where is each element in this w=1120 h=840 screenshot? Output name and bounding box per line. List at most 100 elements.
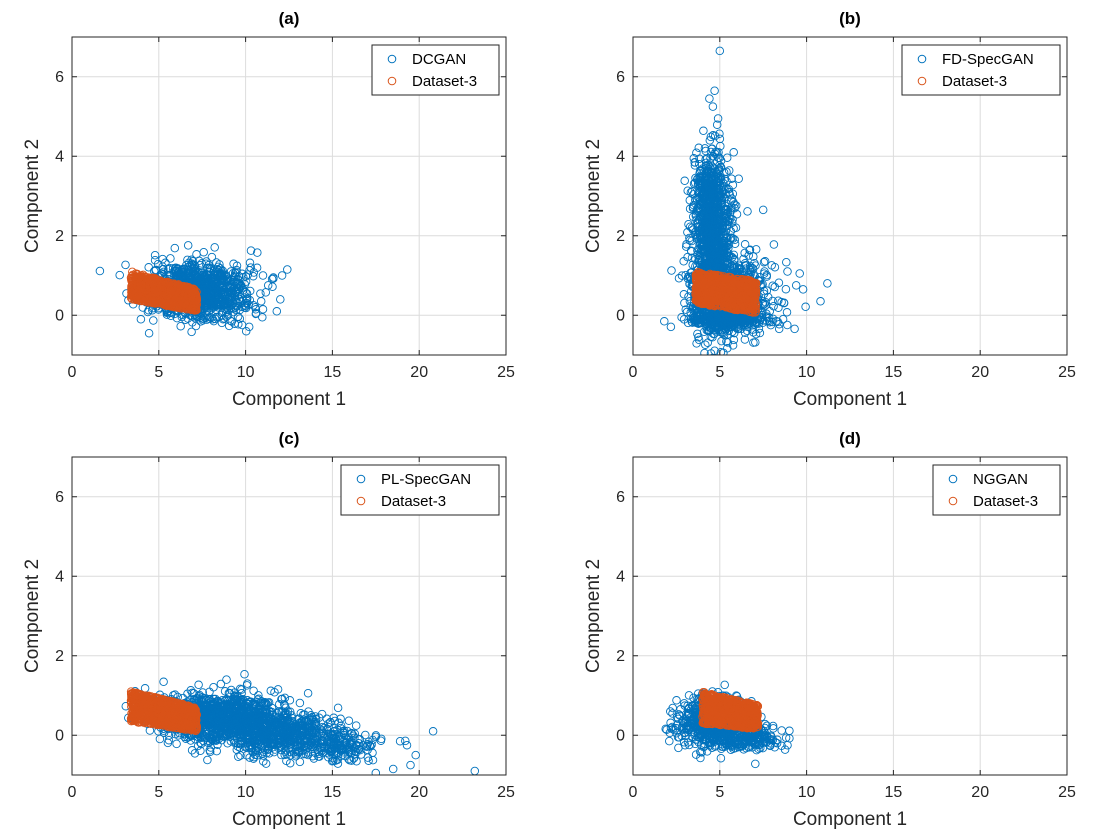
generated-data-point [686,246,696,255]
generated-data-point [194,275,203,285]
real-data-point [190,294,199,303]
generated-data-point [267,274,277,284]
generated-data-point [229,259,238,269]
generated-data-point [760,267,769,276]
generated-data-point [690,161,700,170]
legend-box [371,44,500,96]
generated-data-point [727,174,736,183]
generated-data-point [230,271,240,281]
generated-data-point [261,288,271,297]
generated-data-point [734,314,743,324]
generated-data-point [229,307,238,317]
generated-data-point [164,265,173,274]
generated-data-point [246,246,256,255]
generated-data-point [252,263,262,273]
generated-data-point [727,203,736,212]
generated-data-point [790,324,799,334]
generated-data-point [706,260,715,270]
generated-data-point [176,321,185,331]
generated-data-point [225,286,234,295]
generated-data-point [681,270,690,280]
generated-data-point-outlier [256,297,266,306]
generated-data-point [150,250,160,260]
generated-data-point [680,298,689,308]
generated-data-point [149,316,158,325]
generated-data-point [268,282,277,291]
generated-data-point [183,314,193,323]
x-tick-label: 0 [68,364,77,381]
generated-data-point [194,256,204,266]
real-data-point [189,300,199,309]
generated-data-point [724,188,734,197]
real-data-point [173,295,183,304]
generated-data-point [732,263,742,272]
y-tick-label: 6 [55,69,64,86]
generated-data-point [763,292,773,302]
generated-data-point [187,327,196,337]
generated-data-point [745,245,755,254]
generated-data-point [692,207,701,216]
generated-data-point [693,219,703,229]
generated-data-point [172,313,182,323]
generated-data-point [165,263,174,273]
generated-data-point [701,155,710,164]
generated-data-point [187,275,196,285]
generated-data-point [701,309,711,318]
generated-data-point [711,208,720,218]
generated-data-point-outlier [816,297,825,306]
generated-data-point [232,302,241,311]
generated-data-point [740,240,750,249]
generated-data-point [712,157,722,166]
generated-data-point [218,286,227,295]
generated-data-point [700,348,709,355]
generated-data-point [702,371,710,379]
generated-data-point [704,258,713,267]
real-data-point [157,291,167,301]
generated-data-point [697,178,706,188]
generated-data-point [701,252,710,262]
generated-data-point [204,307,214,316]
generated-data-point [197,276,207,285]
generated-data-point [667,266,676,275]
generated-data-point [723,248,732,258]
generated-data-point [207,313,216,322]
generated-data-point [727,253,737,262]
generated-data-point [774,278,784,287]
generated-data-point [712,120,722,129]
generated-data-point [188,260,197,270]
y-axis-label: Component 2 [22,139,43,253]
generated-data-point [718,221,727,230]
generated-data-point [170,243,180,253]
generated-data-point [688,187,697,196]
generated-data-point-outlier [276,295,285,304]
real-data-point [148,291,157,301]
generated-data-point [712,199,721,208]
generated-data-point [702,191,711,201]
real-data-point [158,299,168,309]
generated-data-point-outlier [705,94,714,103]
generated-data-point [743,207,752,216]
generated-data-point-outlier [758,205,768,215]
generated-data-point [751,245,761,254]
generated-data-point [239,272,248,282]
generated-data-point [761,298,770,307]
generated-data-point [760,257,770,266]
generated-data-point [699,126,708,136]
generated-data-point-outlier [710,86,719,95]
points-layer [660,46,832,379]
generated-data-point [238,296,247,305]
generated-data-point [703,238,712,248]
generated-data-point [701,361,709,369]
generated-data-point [679,315,689,324]
generated-data-point [208,299,217,309]
y-tick-label: 0 [55,307,64,324]
panel-title: (a) [279,9,300,28]
generated-data-point [694,143,704,153]
generated-data-point [683,228,692,237]
x-tick-label: 25 [497,364,515,381]
generated-data-point [710,131,720,141]
generated-data-point [211,293,221,303]
generated-data-point [213,299,222,309]
generated-data-point [722,167,731,177]
generated-data-point [241,326,251,336]
